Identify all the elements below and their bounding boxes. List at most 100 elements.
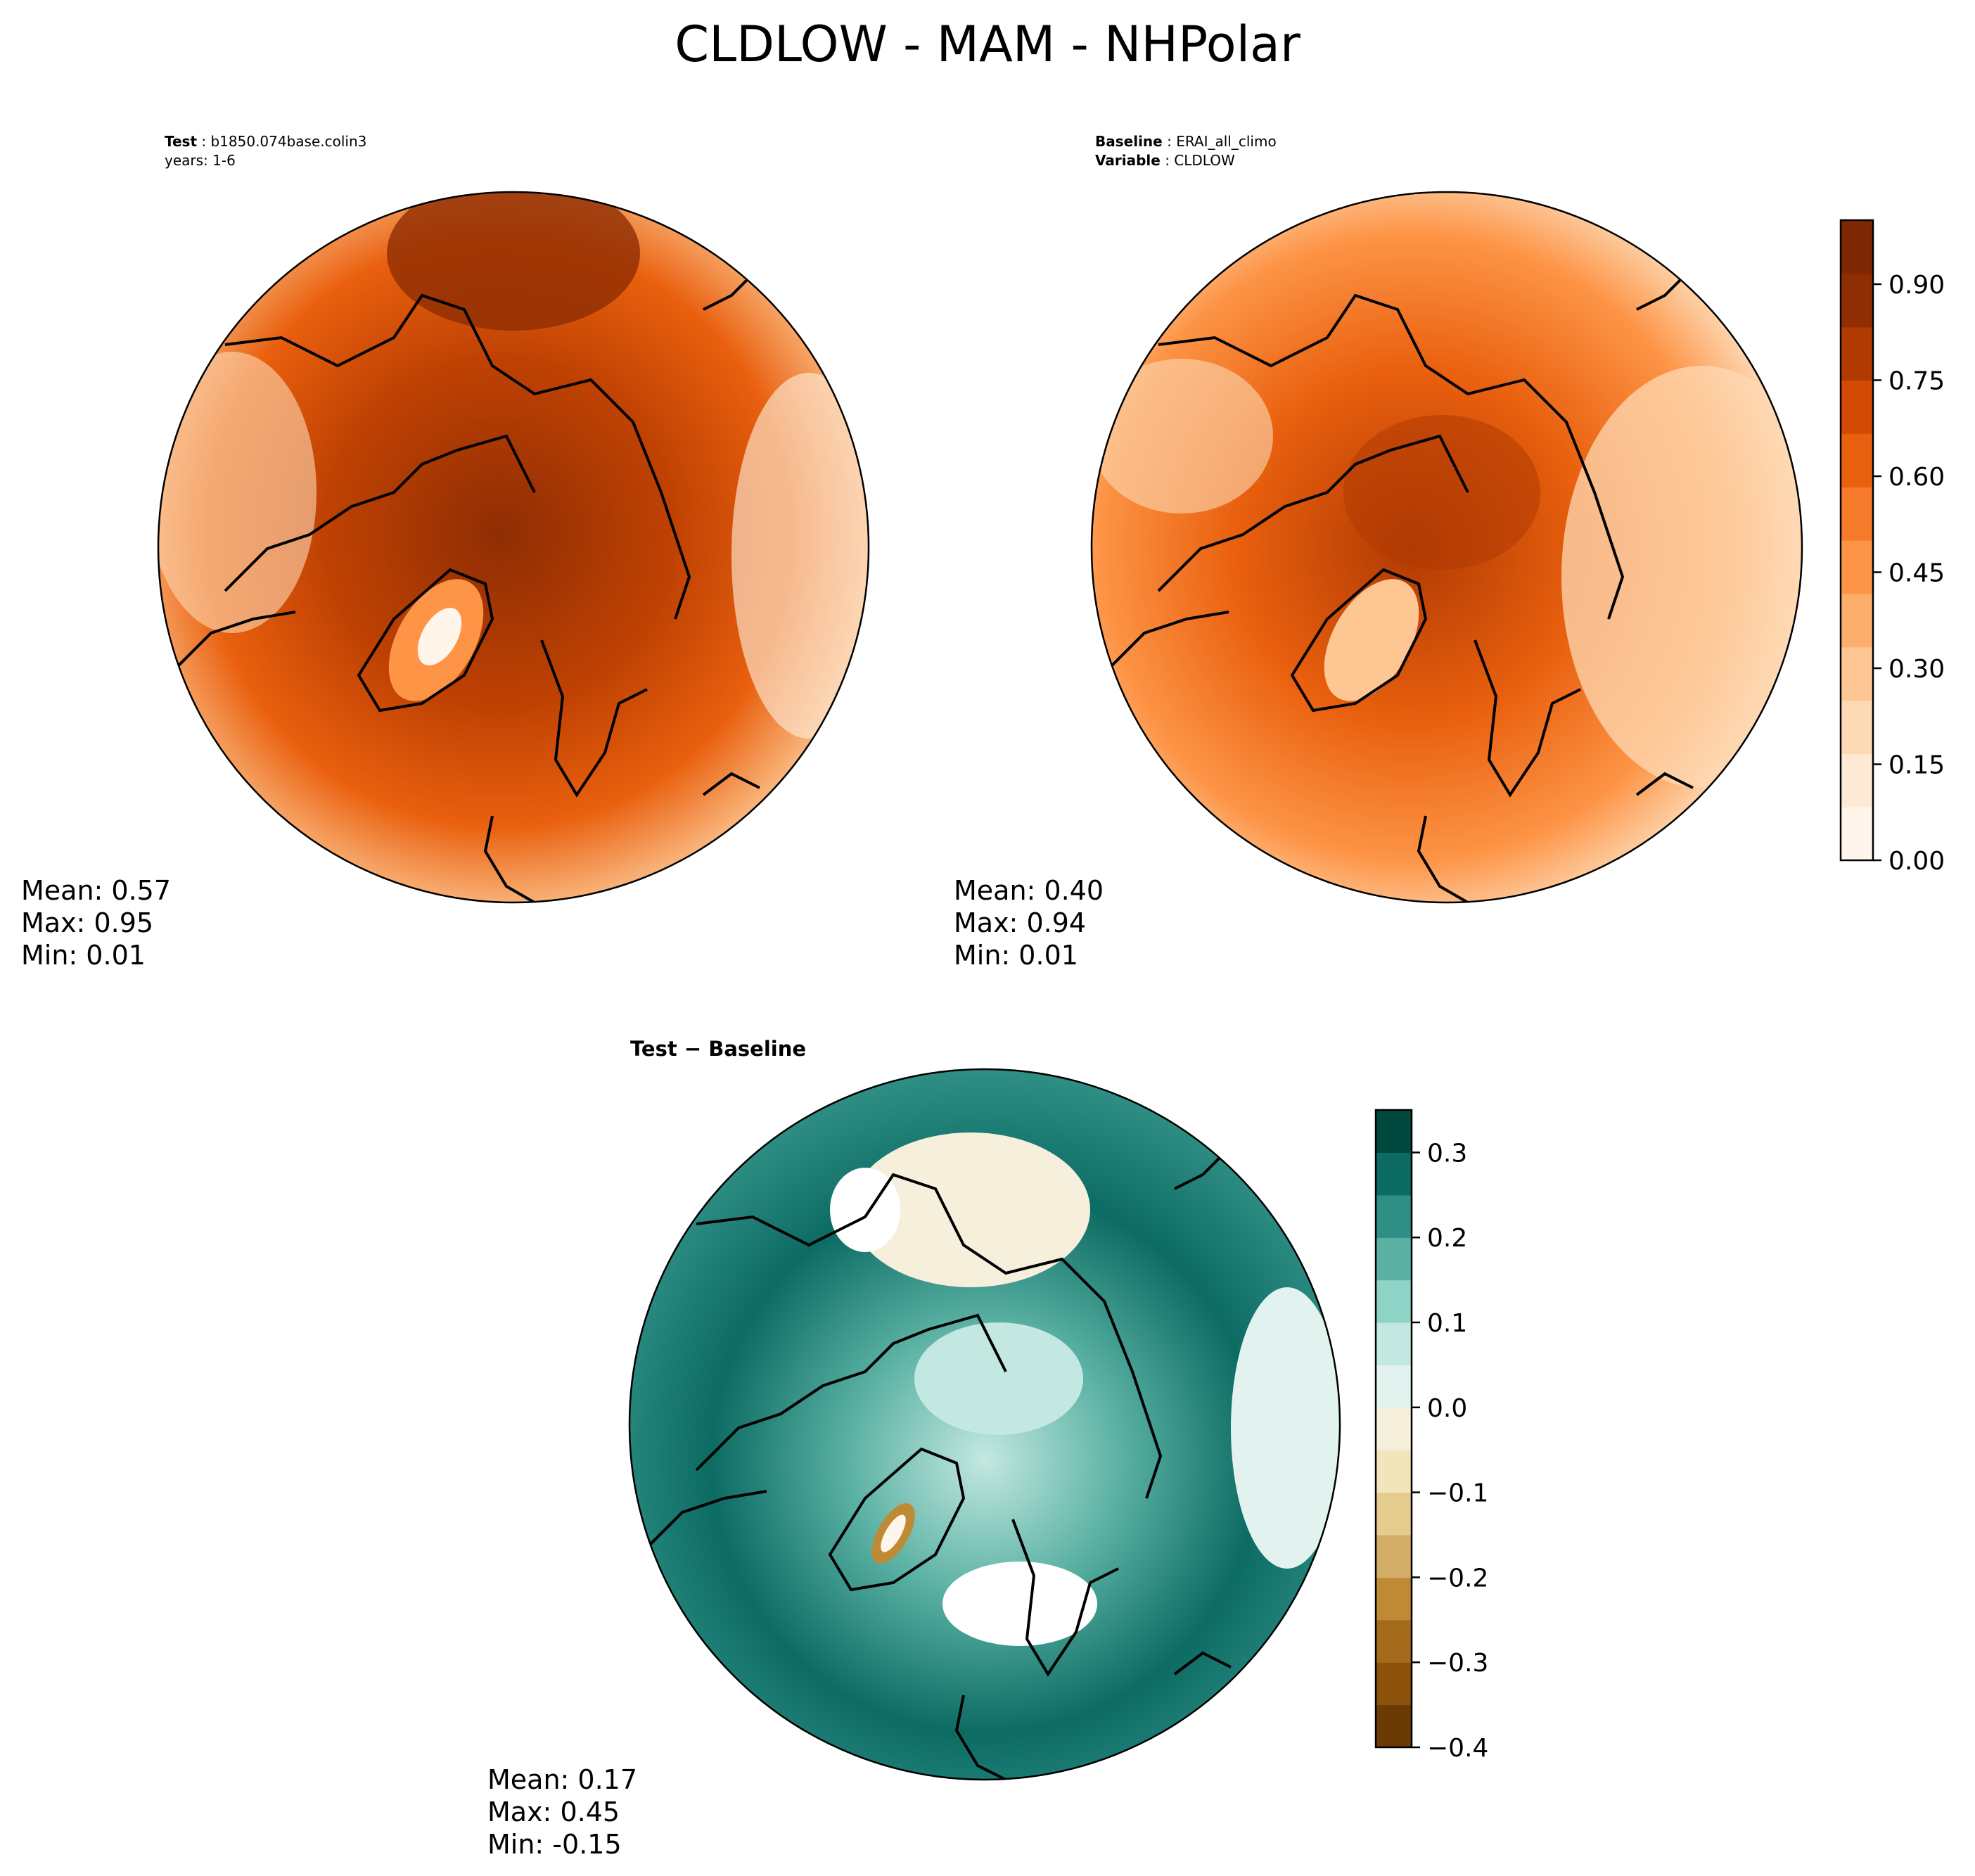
colorbar-main-segment [1841,807,1873,861]
colorbar-diff-tick-label: 0.3 [1427,1139,1467,1168]
colorbar-diff-segment [1376,1365,1412,1408]
baseline-map-high-cloud-region [1343,415,1540,570]
colorbar-main-segment [1841,700,1873,754]
colorbar-diff-segment [1376,1704,1412,1748]
test-header: Test : b1850.074base.colin3 years: 1-6 [165,132,366,170]
colorbar-diff-frame [1374,1109,1413,1749]
colorbar-diff-tick-label: 0.0 [1427,1394,1467,1423]
test-map-low-cloud-region [158,352,317,633]
colorbar-diff-segment [1376,1194,1412,1238]
colorbar-main-tick-label: 0.60 [1888,463,1945,492]
diff-map-near-zero-region [851,1132,1090,1287]
colorbar-main-tick-label: 0.45 [1888,559,1945,588]
diff-title: Test − Baseline [630,1037,807,1061]
diff-min: Min: -0.15 [487,1829,622,1860]
baseline-stats: Mean: 0.40 Max: 0.94 Min: 0.01 [954,874,1104,971]
diff-stats: Mean: 0.17 Max: 0.45 Min: -0.15 [487,1763,637,1861]
test-max: Max: 0.95 [21,907,154,938]
colorbar-diff-segment [1376,1619,1412,1663]
colorbar-main-segments [1841,220,1873,861]
colorbar-main-segment [1841,487,1873,541]
baseline-map-border [1090,191,1803,904]
colorbar-diff: −0.4 −0.3 −0.2 −0.1 0.0 0.1 0.2 0.3 [1374,1109,1488,1763]
colorbar-main-tick-label: 0.75 [1888,367,1945,396]
diff-max: Max: 0.45 [487,1797,620,1827]
test-map-field [158,192,869,902]
test-case-name: b1850.074base.colin3 [210,133,367,150]
figure-title: CLDLOW - MAM - NHPolar [675,15,1300,73]
colorbar-main: 0.00 0.15 0.30 0.45 0.60 0.75 0.90 [1839,219,1945,876]
test-map-high-cloud-region [387,192,640,331]
colorbar-main-segment [1841,753,1873,808]
test-map-greenland-min [417,608,462,665]
colorbar-main-segment [1841,646,1873,701]
baseline-header: Baseline : ERAI_all_climo Variable : CLD… [1095,132,1277,170]
colorbar-main-ticks: 0.00 0.15 0.30 0.45 0.60 0.75 0.90 [1873,271,1945,876]
test-header-line1: Test : b1850.074base.colin3 [165,133,367,150]
test-stats: Mean: 0.57 Max: 0.95 Min: 0.01 [21,874,171,971]
colorbar-diff-tick-label: −0.3 [1427,1649,1488,1678]
baseline-map-coastlines [1101,266,1694,902]
colorbar-main-segment [1841,273,1873,328]
colorbar-main-segment [1841,540,1873,594]
colorbar-main-frame [1839,219,1874,862]
colorbar-main-tick-label: 0.30 [1888,655,1945,684]
variable-label: Variable [1095,152,1161,169]
diff-map [628,1068,1341,1781]
baseline-header-line2: Variable : CLDLOW [1095,152,1235,169]
baseline-map-low-cloud-region [1561,366,1802,788]
diff-map-near-zero-region-east [1231,1287,1340,1569]
baseline-max: Max: 0.94 [954,907,1087,938]
baseline-mean: Mean: 0.40 [954,875,1104,906]
colorbar-main-segment [1841,593,1873,648]
colorbar-main-segment [1841,380,1873,434]
colorbar-diff-segment [1376,1662,1412,1706]
test-map [157,191,870,904]
test-map-border [157,191,870,904]
baseline-case-name: ERAI_all_climo [1176,133,1277,150]
test-min: Min: 0.01 [21,940,146,971]
colorbar-diff-segment [1376,1322,1412,1365]
colorbar-main-tick-label: 0.00 [1888,847,1945,876]
colorbar-diff-segment [1376,1535,1412,1578]
diff-map-weak-region [914,1322,1083,1435]
colorbar-diff-segment [1376,1152,1412,1196]
colorbar-main-segment [1841,326,1873,381]
baseline-header-line1: Baseline : ERAI_all_climo [1095,133,1277,150]
colorbar-diff-tick-label: −0.2 [1427,1564,1488,1593]
test-years: years: 1-6 [165,152,236,169]
test-mean: Mean: 0.57 [21,875,172,906]
diff-mean: Mean: 0.17 [487,1764,638,1795]
test-map-low-cloud-region-east [731,373,869,739]
baseline-map-low-cloud-region-west [1092,359,1273,513]
colorbar-diff-segment [1376,1577,1412,1621]
colorbar-diff-tick-label: −0.1 [1427,1479,1488,1508]
diff-map-border [628,1068,1341,1781]
diff-map-greenland-min [881,1514,906,1552]
colorbar-diff-tick-label: −0.4 [1427,1734,1488,1763]
test-map-coastlines [167,266,761,902]
colorbar-diff-segment [1376,1492,1412,1536]
colorbar-main-segment [1841,433,1873,487]
colorbar-diff-ticks: −0.4 −0.3 −0.2 −0.1 0.0 0.1 0.2 0.3 [1412,1139,1488,1763]
colorbar-main-tick-label: 0.90 [1888,271,1945,300]
colorbar-diff-segment [1376,1450,1412,1493]
colorbar-diff-segment [1376,1110,1412,1153]
test-label: Test [165,133,198,150]
colorbar-diff-tick-label: 0.1 [1427,1309,1467,1338]
baseline-label: Baseline [1095,133,1163,150]
baseline-map [1090,191,1803,904]
variable-name: CLDLOW [1174,152,1235,169]
colorbar-diff-segment [1376,1407,1412,1450]
diff-map-masked-region [942,1562,1097,1646]
diff-map-coastlines [639,1145,1232,1780]
colorbar-diff-segments [1376,1110,1412,1748]
baseline-map-greenland-field [1324,579,1419,701]
colorbar-diff-tick-label: 0.2 [1427,1224,1467,1253]
colorbar-diff-segment [1376,1237,1412,1281]
colorbar-diff-segment [1376,1280,1412,1323]
colorbar-main-tick-label: 0.15 [1888,751,1945,780]
colorbar-main-segment [1841,220,1873,274]
baseline-min: Min: 0.01 [954,940,1078,971]
